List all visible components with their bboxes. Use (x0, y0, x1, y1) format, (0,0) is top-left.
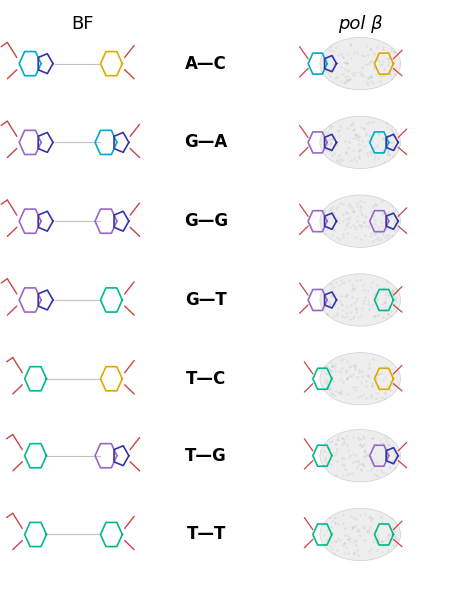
Text: G—T: G—T (185, 291, 227, 309)
Text: pol β: pol β (338, 15, 383, 33)
Text: G—A: G—A (184, 133, 228, 152)
Ellipse shape (320, 38, 401, 90)
Text: T—G: T—G (185, 447, 227, 465)
Text: G—G: G—G (184, 212, 228, 230)
Ellipse shape (320, 195, 401, 247)
Text: T—C: T—C (186, 370, 226, 388)
Text: A—C: A—C (185, 55, 227, 73)
Ellipse shape (320, 116, 401, 168)
Ellipse shape (320, 274, 401, 326)
Text: BF: BF (72, 15, 94, 33)
Ellipse shape (320, 353, 401, 405)
Ellipse shape (320, 508, 401, 561)
Text: T—T: T—T (186, 525, 226, 544)
Ellipse shape (320, 430, 401, 482)
